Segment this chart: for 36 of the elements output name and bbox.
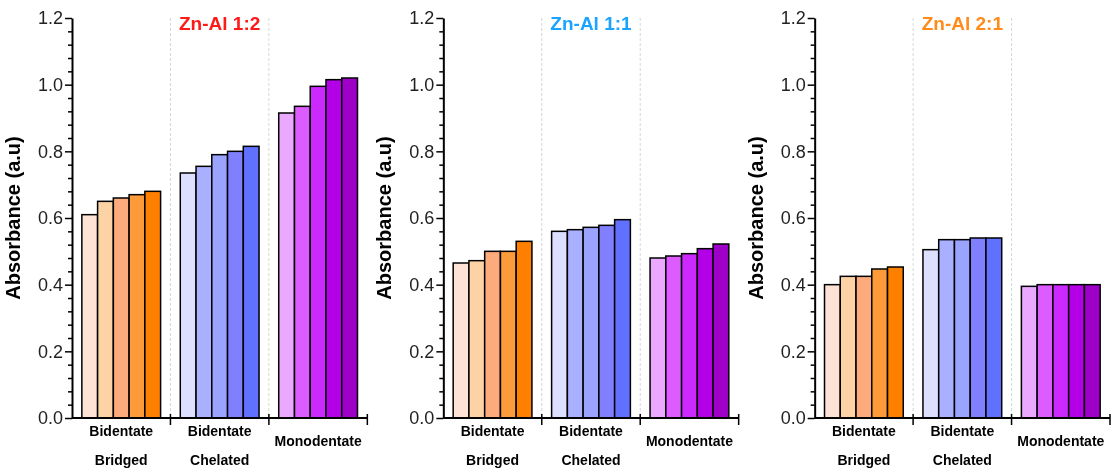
x-tick-label: Bidentate Chelated	[930, 423, 995, 468]
y-tick-label: 0.2	[37, 341, 63, 362]
y-tick-label: 0.6	[409, 208, 435, 229]
y-tick-label: 1.0	[409, 74, 435, 95]
y-tick-label: 0.0	[409, 408, 435, 429]
y-axis-title: Absorbance (a.u)	[2, 136, 24, 300]
x-tick-label: Bidentate Chelated	[559, 423, 624, 468]
chart-title: Zn-Al 2:1	[921, 13, 1004, 34]
chart-title: Zn-Al 1:2	[179, 13, 261, 34]
y-tick-label: 0.2	[409, 341, 435, 362]
x-tick-label: Bidentate Bridged	[460, 423, 525, 468]
y-axis-title: Absorbance (a.u)	[744, 136, 767, 300]
y-tick-label: 0.8	[37, 141, 63, 162]
x-tick-label: Monodentate	[274, 433, 362, 449]
y-axis-title: Absorbance (a.u)	[373, 136, 396, 300]
chart-title: Zn-Al 1:1	[550, 13, 633, 34]
x-tick-label: Monodentate	[1017, 433, 1105, 449]
y-tick-label: 0.4	[37, 274, 63, 295]
y-tick-label: 1.0	[37, 74, 63, 95]
y-tick-label: 0.4	[780, 274, 806, 295]
x-tick-label: Monodentate	[645, 433, 734, 449]
y-tick-label: 1.2	[780, 8, 806, 29]
x-tick-label: Bidentate Bridged	[831, 423, 896, 468]
y-tick-label: 1.2	[409, 8, 435, 29]
y-tick-label: 0.8	[780, 141, 806, 162]
y-tick-label: 0.6	[37, 208, 63, 229]
x-tick-label: Bidentate Bridged	[89, 423, 154, 468]
y-tick-label: 0.2	[780, 341, 806, 362]
x-tick-label: Bidentate Chelated	[187, 423, 252, 468]
y-tick-label: 0.0	[780, 408, 806, 429]
y-tick-label: 0.0	[37, 408, 63, 429]
y-tick-label: 0.6	[780, 208, 806, 229]
y-tick-label: 1.0	[780, 74, 806, 95]
y-tick-label: 1.2	[37, 8, 63, 29]
y-tick-label: 0.8	[409, 141, 435, 162]
y-tick-label: 0.4	[409, 274, 435, 295]
